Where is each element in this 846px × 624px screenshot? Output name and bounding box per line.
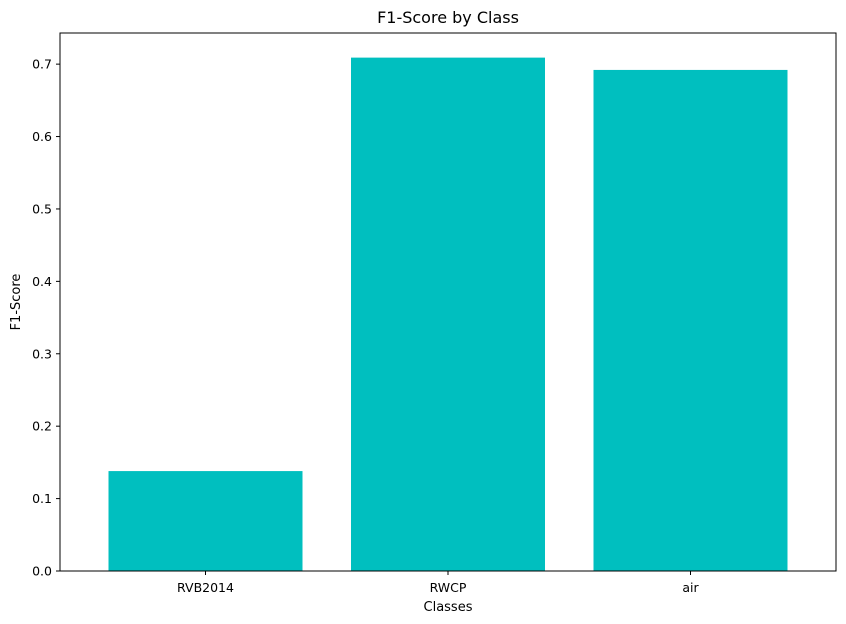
y-tick-label: 0.5 bbox=[32, 201, 52, 216]
bar-rvb2014 bbox=[108, 471, 303, 571]
x-tick-label: RVB2014 bbox=[177, 580, 234, 595]
y-axis-label: F1-Score bbox=[9, 274, 24, 331]
x-axis-label: Classes bbox=[424, 600, 473, 615]
x-tick-label: air bbox=[682, 580, 699, 595]
chart-title: F1-Score by Class bbox=[377, 8, 519, 27]
y-tick-label: 0.6 bbox=[32, 129, 52, 144]
bar-air bbox=[593, 69, 788, 572]
x-axis-ticks: RVB2014 RWCP air bbox=[177, 571, 699, 595]
y-tick-label: 0.7 bbox=[32, 57, 52, 72]
bars-group bbox=[108, 57, 788, 572]
y-axis-ticks: 0.0 0.1 0.2 0.3 0.4 0.5 0.6 0.7 bbox=[32, 57, 60, 579]
y-tick-label: 0.3 bbox=[32, 346, 52, 361]
y-tick-label: 0.1 bbox=[32, 491, 52, 506]
bar-rwcp bbox=[351, 57, 545, 572]
y-tick-label: 0.4 bbox=[32, 274, 52, 289]
x-tick-label: RWCP bbox=[430, 580, 467, 595]
y-tick-label: 0.2 bbox=[32, 419, 52, 434]
y-tick-label: 0.0 bbox=[32, 564, 52, 579]
